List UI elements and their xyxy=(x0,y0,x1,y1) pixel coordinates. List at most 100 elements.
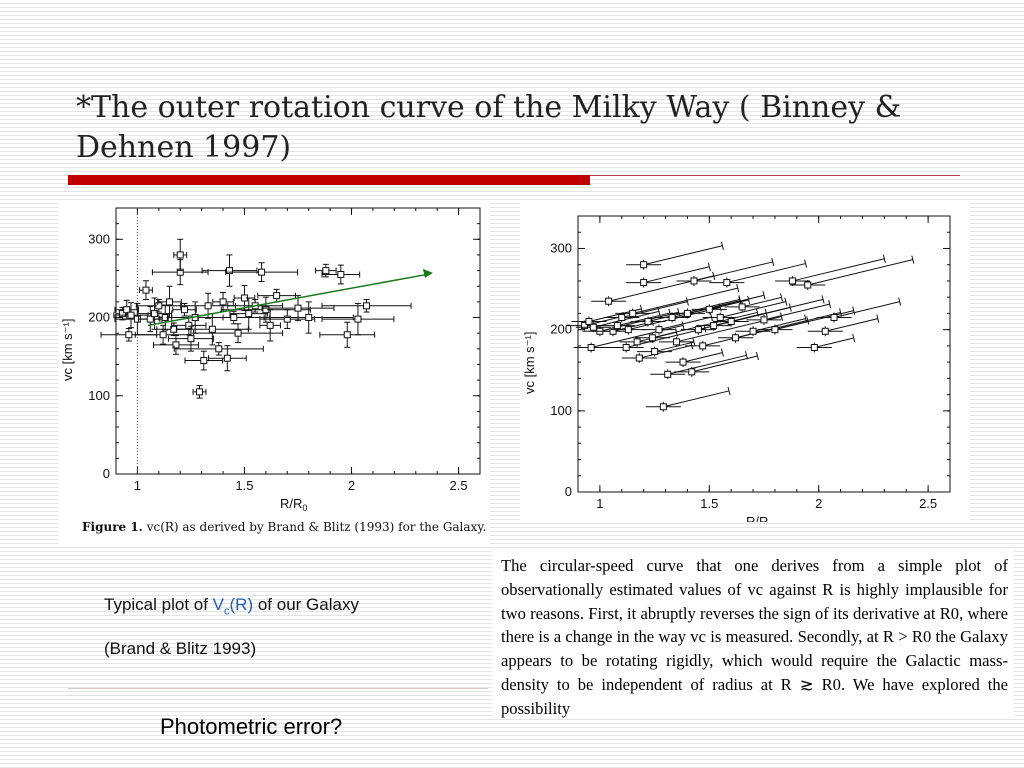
slope-cap xyxy=(839,308,843,317)
paper-excerpt: The circular-speed curve that one derive… xyxy=(492,550,1014,718)
data-point xyxy=(732,334,740,342)
slope-line xyxy=(687,300,741,314)
x-tick-label: 1 xyxy=(596,496,603,511)
slope-line xyxy=(742,296,782,308)
data-point xyxy=(622,344,630,352)
slope-cap xyxy=(747,295,751,304)
slope-line xyxy=(643,245,723,266)
data-point xyxy=(322,267,330,275)
data-point xyxy=(635,354,643,362)
data-point xyxy=(738,303,746,311)
data-point xyxy=(142,286,150,294)
data-point xyxy=(694,326,702,334)
slope-line xyxy=(693,261,773,282)
data-point xyxy=(644,318,652,326)
data-point xyxy=(363,302,371,310)
data-point xyxy=(266,321,274,329)
data-point xyxy=(283,315,291,323)
slope-cap xyxy=(780,312,783,321)
data-point xyxy=(679,358,687,366)
data-point xyxy=(585,318,593,326)
data-point xyxy=(225,267,233,275)
data-point xyxy=(223,354,231,362)
data-point xyxy=(587,344,595,352)
data-point xyxy=(172,341,180,349)
data-point xyxy=(245,310,253,318)
data-point xyxy=(337,271,345,278)
data-point xyxy=(159,331,167,339)
plot-frame xyxy=(115,207,481,475)
slope-line xyxy=(709,299,749,310)
title-underline-bar xyxy=(68,175,590,185)
y-tick-label: 100 xyxy=(88,388,110,403)
slope-line xyxy=(792,258,885,282)
x-tick-label: 1 xyxy=(134,478,141,493)
data-point xyxy=(771,326,779,334)
data-point xyxy=(234,329,242,337)
caption-figure-label: Figure 1. xyxy=(82,520,143,534)
data-point xyxy=(354,315,362,323)
slope-cap xyxy=(882,254,886,263)
slope-line xyxy=(658,316,712,331)
slope-line xyxy=(663,390,730,408)
data-point xyxy=(613,322,621,330)
slope-cap xyxy=(852,333,856,343)
slope-cap xyxy=(898,297,902,306)
right-figure-panel: 1 1.5 2 2.5 0 100 200 300 R/R0 vc [km s⁻¹] xyxy=(520,200,970,522)
slope-cap xyxy=(736,283,740,293)
slope-line xyxy=(833,301,900,318)
slope-cap xyxy=(677,308,681,317)
slope-cap xyxy=(821,295,825,304)
data-point xyxy=(727,318,735,326)
data-point xyxy=(723,279,731,287)
slope-cap xyxy=(911,255,915,264)
slope-cap xyxy=(720,241,724,250)
y-axis-label: vc [km s⁻¹] xyxy=(60,319,75,381)
trend-arrow-line xyxy=(147,273,428,327)
data-point xyxy=(589,323,597,331)
data-point xyxy=(633,338,641,346)
data-point xyxy=(208,325,216,333)
figure-caption: Figure 1. vc(R) as derived by Brand & Bl… xyxy=(82,520,487,534)
typical-plot-text: Typical plot of Vc(R) of our Galaxy (Bra… xyxy=(104,586,359,668)
slope-cap xyxy=(755,351,759,361)
data-point xyxy=(804,281,812,289)
data-point xyxy=(655,326,663,334)
data-point xyxy=(710,322,718,330)
y-tick-label: 200 xyxy=(88,310,110,325)
slope-cap xyxy=(804,314,808,323)
data-point xyxy=(294,304,302,312)
slope-cap xyxy=(745,351,748,360)
data-point xyxy=(716,313,724,321)
data-point xyxy=(581,322,589,330)
data-point xyxy=(651,348,659,356)
data-point xyxy=(196,388,204,396)
plot-frame xyxy=(577,215,951,493)
slope-cap xyxy=(718,303,722,312)
slope-line xyxy=(720,301,786,318)
slope-line xyxy=(617,312,671,327)
data-point xyxy=(672,338,680,346)
data-point xyxy=(830,313,838,321)
y-tick-label: 300 xyxy=(550,240,572,255)
data-point xyxy=(640,279,648,287)
slope-cap xyxy=(784,297,788,306)
slope-line xyxy=(632,287,738,314)
y-tick-label: 200 xyxy=(550,322,572,337)
data-point xyxy=(760,316,768,324)
data-point xyxy=(688,368,696,376)
data-point xyxy=(230,314,238,322)
data-point xyxy=(705,305,713,313)
data-point xyxy=(125,331,133,339)
x-tick-label: 2 xyxy=(815,496,822,511)
data-point xyxy=(624,326,632,334)
x-tick-label: 2 xyxy=(348,478,355,493)
slope-line xyxy=(825,318,878,332)
data-point xyxy=(185,321,193,329)
data-point xyxy=(187,335,195,343)
slope-cap xyxy=(780,293,783,302)
data-point xyxy=(146,315,154,323)
data-point xyxy=(166,298,174,306)
slope-cap xyxy=(762,291,766,300)
slope-line xyxy=(647,298,741,323)
